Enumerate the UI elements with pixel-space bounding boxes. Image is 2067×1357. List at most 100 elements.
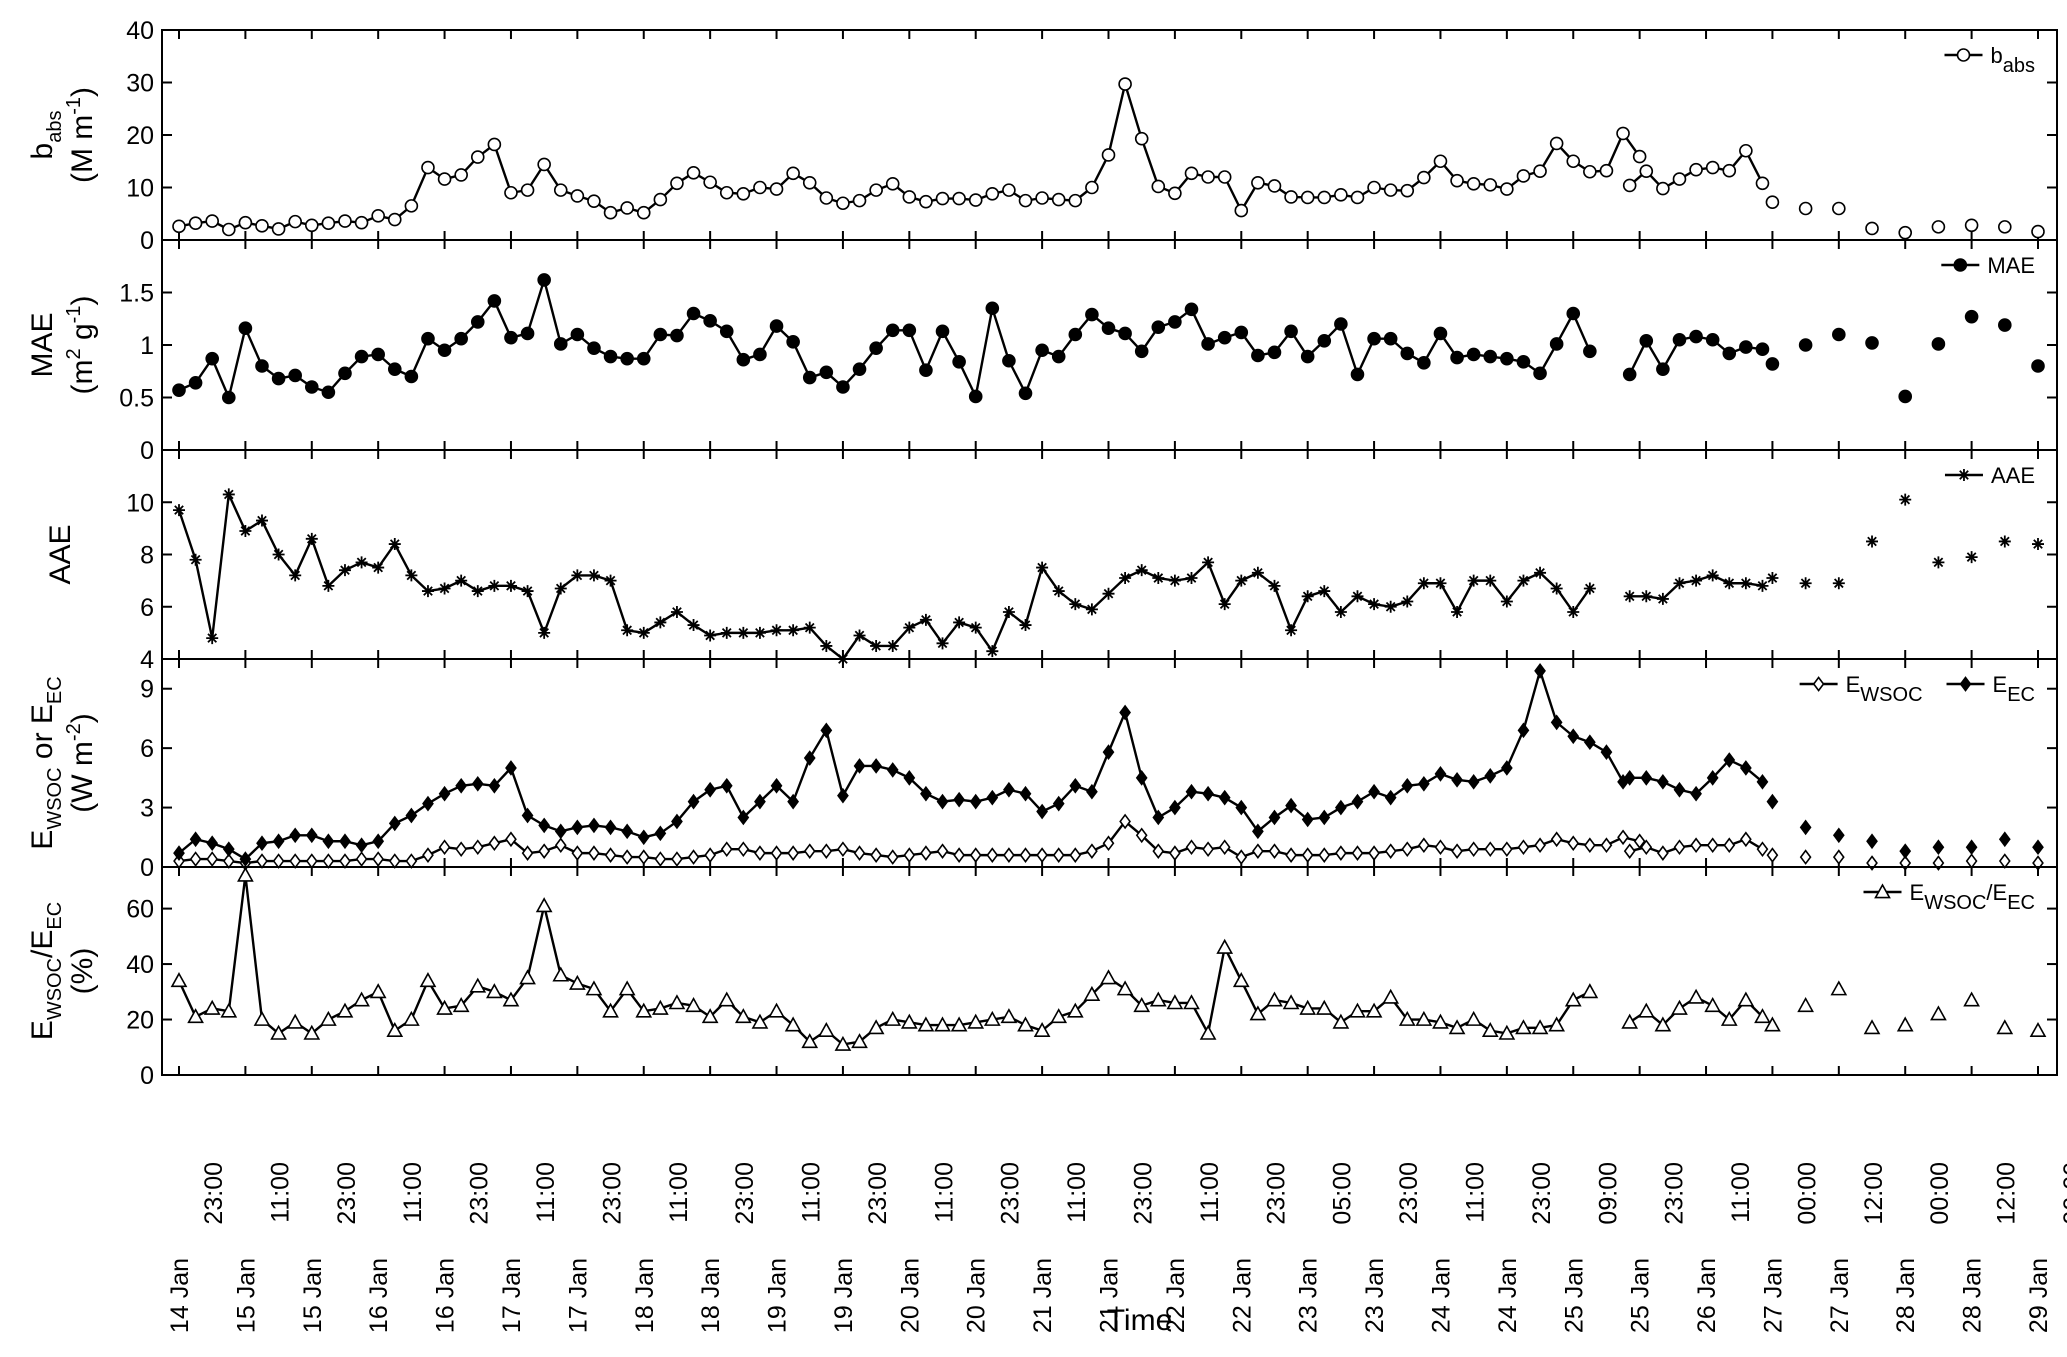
data-point bbox=[870, 847, 882, 863]
data-point bbox=[1035, 191, 1049, 205]
data-point bbox=[1201, 170, 1215, 184]
data-point bbox=[602, 1002, 619, 1018]
data-point bbox=[304, 218, 319, 233]
data-point bbox=[1285, 797, 1297, 814]
x-axis: 14 Jan 23:00 15 Jan 11:00 15 Jan 23:00 16 Jan 1… bbox=[166, 1162, 2067, 1337]
data-point bbox=[537, 273, 551, 287]
data-point bbox=[421, 585, 434, 598]
panel-frame bbox=[161, 449, 2058, 660]
data-point bbox=[1282, 994, 1300, 1010]
data-point bbox=[834, 1035, 852, 1051]
data-point bbox=[1168, 186, 1182, 201]
x-tick-time: 11:00 bbox=[930, 1162, 958, 1223]
y-tick-label: 6 bbox=[140, 594, 154, 622]
data-point bbox=[1623, 590, 1636, 603]
data-point bbox=[1689, 329, 1703, 344]
data-point bbox=[520, 183, 535, 197]
data-point bbox=[920, 845, 932, 861]
data-point bbox=[603, 205, 618, 220]
data-point bbox=[1550, 714, 1563, 731]
data-point bbox=[289, 569, 302, 582]
data-point bbox=[2029, 1021, 2047, 1038]
data-point bbox=[1756, 579, 1769, 592]
data-point bbox=[1301, 590, 1314, 603]
data-point bbox=[986, 789, 999, 806]
data-point bbox=[670, 328, 684, 343]
data-point bbox=[305, 853, 318, 869]
data-point bbox=[238, 321, 253, 336]
data-point bbox=[1019, 847, 1032, 863]
data-point bbox=[1832, 327, 1846, 342]
data-point bbox=[653, 192, 668, 207]
data-point bbox=[469, 977, 487, 993]
data-point bbox=[718, 991, 736, 1007]
data-point bbox=[1401, 595, 1414, 608]
data-point bbox=[1299, 999, 1317, 1015]
y-tick-label: 1.5 bbox=[119, 280, 154, 308]
data-point bbox=[454, 168, 468, 182]
data-point bbox=[421, 160, 435, 175]
data-point bbox=[668, 994, 686, 1010]
data-point bbox=[1798, 201, 1813, 216]
data-point bbox=[1400, 346, 1415, 361]
data-point bbox=[1567, 835, 1580, 852]
data-point bbox=[1383, 183, 1398, 197]
data-point bbox=[339, 853, 351, 869]
data-point bbox=[1400, 183, 1415, 198]
data-point bbox=[637, 626, 650, 639]
series-1 bbox=[172, 77, 2045, 240]
data-point bbox=[1149, 991, 1167, 1007]
data-point bbox=[1722, 346, 1737, 361]
data-point bbox=[1600, 837, 1613, 854]
data-point bbox=[1673, 839, 1686, 856]
data-point bbox=[802, 370, 817, 385]
data-point bbox=[1169, 845, 1181, 861]
data-point bbox=[172, 383, 186, 397]
data-point bbox=[753, 626, 766, 639]
data-point bbox=[768, 1002, 785, 1018]
data-point bbox=[321, 216, 336, 230]
data-point bbox=[952, 191, 966, 206]
data-point bbox=[1185, 572, 1198, 585]
data-point bbox=[1119, 572, 1132, 585]
data-point bbox=[1705, 332, 1720, 347]
data-point bbox=[1865, 221, 1879, 236]
data-point bbox=[1451, 605, 1464, 618]
data-point bbox=[470, 150, 485, 164]
data-point bbox=[1102, 744, 1115, 760]
data-point bbox=[1998, 831, 2011, 848]
y-tick-label: 10 bbox=[126, 489, 154, 517]
y-axis-units: (M m-1) bbox=[63, 87, 99, 183]
data-point bbox=[820, 843, 833, 859]
data-point bbox=[354, 349, 369, 364]
y-tick-label: 3 bbox=[140, 795, 154, 823]
data-point bbox=[371, 347, 385, 362]
data-point bbox=[1515, 1019, 1532, 1035]
data-point bbox=[1672, 172, 1687, 186]
data-point bbox=[603, 349, 618, 364]
data-point bbox=[338, 214, 352, 228]
data-point bbox=[320, 1010, 337, 1026]
data-point bbox=[271, 222, 286, 236]
x-tick-date: 19 Jan bbox=[830, 1258, 858, 1333]
data-point bbox=[720, 626, 733, 639]
data-point bbox=[1550, 831, 1563, 848]
data-point bbox=[288, 368, 302, 383]
data-point bbox=[1350, 367, 1365, 382]
x-tick-date: 21 Jan bbox=[1029, 1258, 1057, 1333]
y-tick-label: 0 bbox=[140, 1062, 154, 1090]
data-point bbox=[819, 191, 834, 205]
y-tick-label: 40 bbox=[126, 17, 154, 45]
data-point bbox=[1102, 835, 1115, 852]
data-point bbox=[1251, 348, 1265, 363]
data-point bbox=[487, 294, 502, 308]
data-point bbox=[1268, 579, 1281, 592]
x-tick-date: 15 Jan bbox=[299, 1258, 327, 1333]
data-point bbox=[1351, 793, 1364, 810]
x-tick-date: 28 Jan bbox=[1892, 1258, 1920, 1333]
data-point bbox=[751, 1013, 769, 1029]
data-point bbox=[953, 847, 965, 863]
data-point bbox=[355, 837, 368, 854]
y-axis-units: (m2 g-1) bbox=[63, 296, 99, 395]
x-tick-date: 25 Jan bbox=[1627, 1258, 1655, 1333]
